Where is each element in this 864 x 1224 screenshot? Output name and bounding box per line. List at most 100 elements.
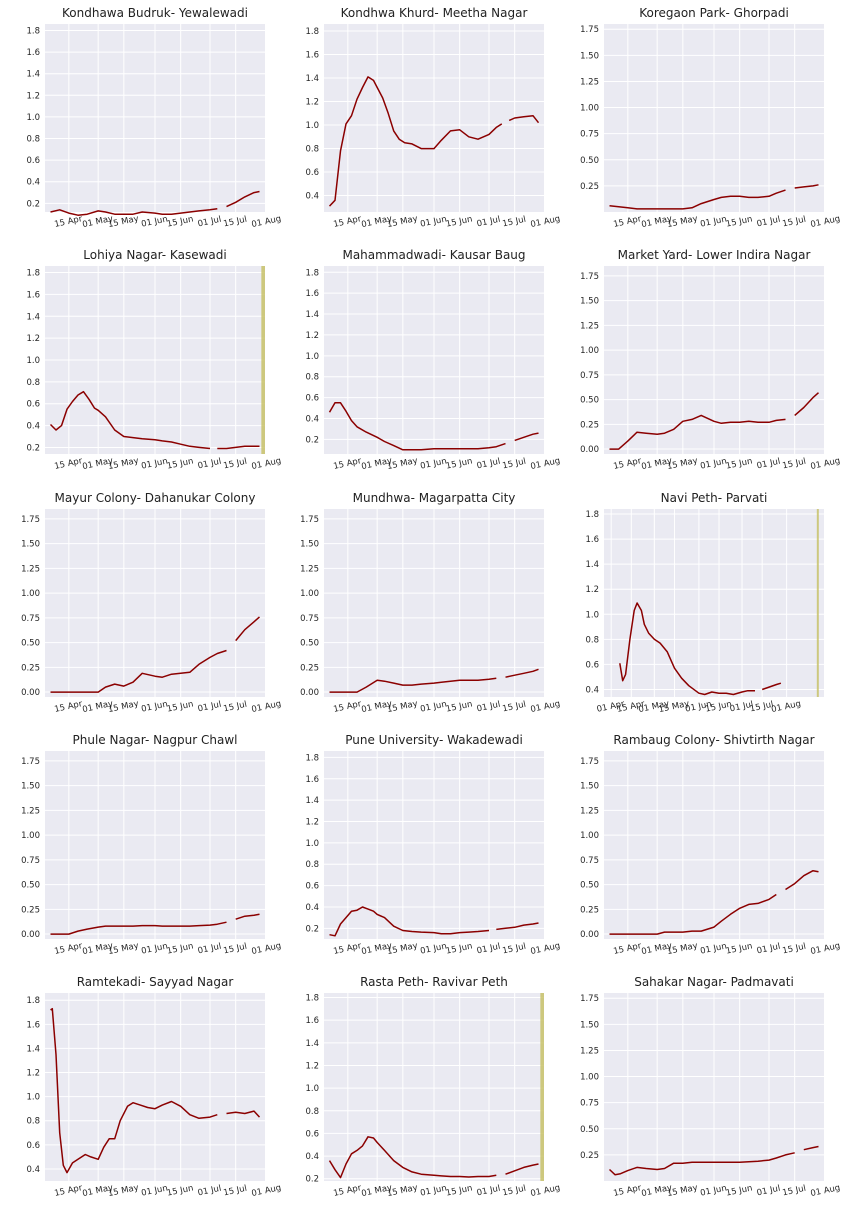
x-tick-label: 01 Jun <box>419 1183 447 1198</box>
x-tick-label: 01 Jul <box>476 1184 501 1199</box>
y-tick-label: 0.25 <box>580 420 599 430</box>
series-line <box>609 414 786 450</box>
x-tick-label: 01 Jun <box>140 214 168 229</box>
highlight-band <box>540 993 544 1181</box>
y-tick-label: 0.00 <box>580 445 599 455</box>
x-tick-label: 15 Apr <box>613 214 643 230</box>
y-tick-label: 0.2 <box>305 1175 319 1185</box>
y-tick-label: 1.2 <box>26 91 40 101</box>
y-tick-label: 1.0 <box>305 352 319 362</box>
y-tick-label: 0.50 <box>21 639 40 649</box>
x-tick-label: 01 Jul <box>756 215 781 230</box>
chart-title: Rambaug Colony- Shivtirth Nagar <box>613 733 815 747</box>
y-tick-label: 1.0 <box>305 1084 319 1094</box>
x-tick-label: 15 Apr <box>333 456 363 472</box>
x-tick-label: 01 Jul <box>197 942 222 957</box>
series-line <box>329 677 497 693</box>
x-tick-label: 01 Jul <box>756 942 781 957</box>
y-tick-label: 1.75 <box>21 515 40 525</box>
y-tick-label: 1.6 <box>305 775 319 785</box>
y-tick-label: 1.0 <box>585 610 599 620</box>
y-tick-label: 0.8 <box>26 1117 40 1127</box>
y-tick-label: 0.50 <box>300 639 319 649</box>
chart-panel: Kondhawa Budruk- Yewalewadi 15 Apr 01 May 1… <box>5 6 282 246</box>
series-line <box>226 190 260 208</box>
x-tick-label: 15 Jun <box>725 941 753 956</box>
series-line <box>609 893 777 935</box>
series-line <box>328 1136 497 1179</box>
highlight-band <box>261 266 265 454</box>
y-tick-label: 1.0 <box>26 113 40 123</box>
x-tick-label: 15 Jun <box>445 1183 473 1198</box>
y-tick-label: 0.25 <box>580 182 599 192</box>
x-tick-label: 01 Aug <box>810 214 842 230</box>
y-tick-label: 1.4 <box>305 310 319 320</box>
chart-title: Ramtekadi- Sayyad Nagar <box>76 975 234 989</box>
highlight-band <box>816 509 819 697</box>
y-tick-label: 0.75 <box>580 856 599 866</box>
y-tick-label: 0.25 <box>580 905 599 915</box>
y-tick-label: 0.75 <box>21 856 40 866</box>
y-tick-label: 1.25 <box>21 564 40 574</box>
y-tick-label: 1.50 <box>580 51 599 61</box>
x-tick-label: 01 Jun <box>699 1183 727 1198</box>
series-line <box>794 392 819 416</box>
y-tick-label: 1.2 <box>585 585 599 595</box>
y-tick-label: 1.6 <box>305 51 319 61</box>
y-tick-label: 1.50 <box>580 297 599 307</box>
x-tick-label: 15 Jun <box>725 214 753 229</box>
chart-panel: Ramtekadi- Sayyad Nagar 15 Apr 01 May 15 Ma… <box>5 975 282 1215</box>
y-tick-label: 1.2 <box>305 818 319 828</box>
y-tick-label: 0.75 <box>580 371 599 381</box>
y-tick-label: 1.25 <box>580 806 599 816</box>
chart-panel: Mayur Colony- Dahanukar Colony 15 Apr 01 M… <box>5 491 282 731</box>
series-line <box>50 649 227 693</box>
y-tick-label: 0.75 <box>580 130 599 140</box>
series-line <box>49 390 211 450</box>
plot-area <box>604 509 824 697</box>
y-tick-label: 1.6 <box>305 1016 319 1026</box>
chart-panel: Sahakar Nagar- Padmavati 15 Apr 01 May 15 M… <box>564 975 841 1215</box>
chart-panel: Lohiya Nagar- Kasewadi 15 Apr 01 May 15 May… <box>5 248 282 488</box>
series-line <box>50 921 227 935</box>
x-tick-label: 15 Jul <box>502 215 527 230</box>
x-tick-label: 15 Jun <box>166 456 194 471</box>
x-tick-label: 01 Jul <box>476 942 501 957</box>
x-tick-label: 01 Jun <box>419 941 447 956</box>
y-tick-label: 1.50 <box>580 782 599 792</box>
series-line <box>328 402 506 451</box>
x-tick-label: 01 Aug <box>530 456 562 472</box>
x-tick-label: 15 Jul <box>502 942 527 957</box>
x-tick-label: 15 Apr <box>54 456 84 472</box>
chart-panel: Mahammadwadi- Kausar Baug 15 Apr 01 May 15 … <box>284 248 561 488</box>
x-tick-label: 15 Jul <box>223 215 248 230</box>
y-tick-label: 1.50 <box>580 1020 599 1030</box>
y-tick-label: 0.6 <box>26 400 40 410</box>
y-tick-label: 0.4 <box>305 414 319 424</box>
y-tick-label: 0.8 <box>26 378 40 388</box>
x-tick-label: 01 Jul <box>197 700 222 715</box>
y-tick-label: 1.0 <box>305 839 319 849</box>
x-tick-label: 01 Jun <box>419 699 447 714</box>
x-tick-label: 01 Jun <box>140 1183 168 1198</box>
y-tick-label: 1.4 <box>26 70 40 80</box>
y-tick-label: 0.4 <box>305 192 319 202</box>
chart-panel: Phule Nagar- Nagpur Chawl 15 Apr 01 May 15 … <box>5 733 282 973</box>
x-tick-label: 15 Apr <box>54 214 84 230</box>
x-tick-label: 15 Jul <box>782 1184 807 1199</box>
x-tick-label: 01 Jul <box>476 700 501 715</box>
chart-title: Rasta Peth- Ravivar Peth <box>360 975 508 989</box>
y-tick-label: 0.6 <box>585 660 599 670</box>
series-line <box>226 1110 261 1118</box>
chart-title: Phule Nagar- Nagpur Chawl <box>72 733 238 747</box>
series-line <box>329 906 490 937</box>
y-tick-label: 1.25 <box>21 806 40 816</box>
